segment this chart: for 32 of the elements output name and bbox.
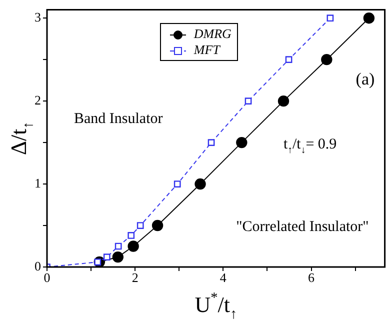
point xyxy=(363,12,375,24)
point xyxy=(128,240,139,252)
x-tick-label: 6 xyxy=(308,270,315,286)
point xyxy=(285,56,292,64)
y-tick-label: 2 xyxy=(34,92,41,108)
x-axis-title: U*/t↑ xyxy=(194,290,238,323)
point xyxy=(208,139,215,146)
point xyxy=(194,178,206,190)
annotation: "Correlated Insulator" xyxy=(236,218,369,235)
y-tick-label: 0 xyxy=(34,258,41,274)
y-tick-label: 1 xyxy=(34,175,41,190)
legend-label: MFT xyxy=(194,42,220,57)
y-axis-title: Δ/t↑ xyxy=(6,122,37,156)
x-tick-label: 2 xyxy=(132,270,138,286)
point xyxy=(321,54,332,66)
annotation: t↑/t↓= 0.9 xyxy=(283,136,337,156)
point xyxy=(326,14,334,22)
point xyxy=(136,222,144,229)
annotation: Band Insulator xyxy=(74,110,163,127)
point xyxy=(128,232,135,239)
x-tick-label: 4 xyxy=(220,270,227,286)
point xyxy=(114,242,122,250)
legend-label: DMRG xyxy=(194,26,232,41)
annotation: (a) xyxy=(356,69,375,88)
point xyxy=(103,254,110,260)
point xyxy=(278,95,290,107)
y-tick-label: 3 xyxy=(34,10,41,25)
point xyxy=(152,220,164,232)
point xyxy=(112,251,124,263)
point xyxy=(244,98,252,104)
point xyxy=(236,136,248,148)
point xyxy=(174,180,181,188)
